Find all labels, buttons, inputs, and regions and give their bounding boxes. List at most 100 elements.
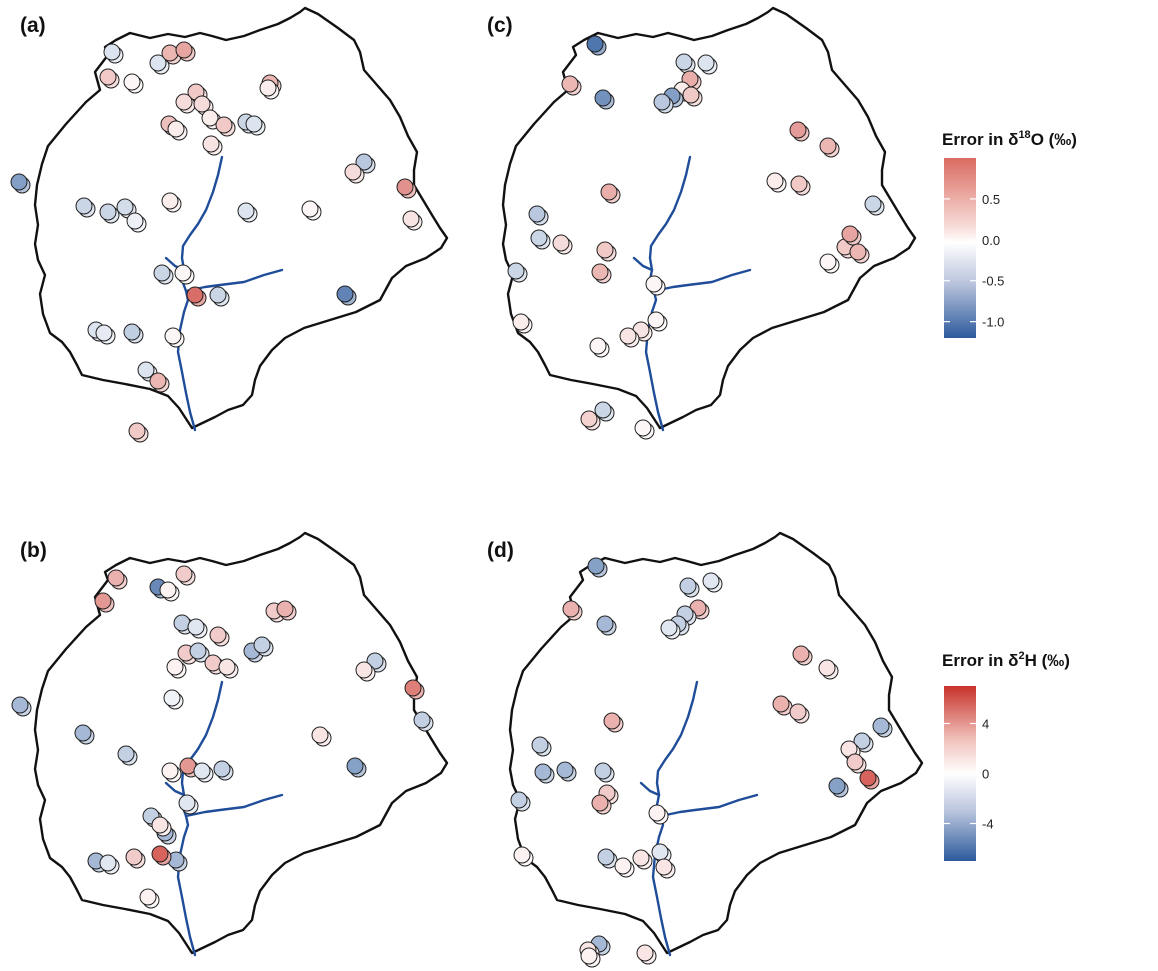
station-point [790, 175, 808, 193]
station-point [10, 173, 28, 191]
station-point [653, 93, 671, 111]
station-point [853, 732, 871, 750]
station-point [561, 75, 579, 93]
station-point [507, 262, 525, 280]
legend-tick-label: 0.0 [982, 233, 1000, 248]
station-points-panel-c [507, 35, 885, 440]
station-point [404, 679, 422, 697]
station-point [682, 86, 700, 104]
station-point [864, 195, 882, 213]
station-point [107, 569, 125, 587]
station-point [189, 642, 207, 660]
station-point [336, 285, 354, 303]
station-point [589, 337, 607, 355]
station-point [366, 652, 384, 670]
station-point [647, 311, 665, 329]
station-point [396, 178, 414, 196]
station-point [679, 577, 697, 595]
station-points-panel-b [11, 565, 434, 909]
station-point [603, 712, 621, 730]
station-point [702, 572, 720, 590]
station-point [580, 947, 598, 965]
station-point [166, 658, 184, 676]
station-point [151, 845, 169, 863]
station-point [128, 422, 146, 440]
station-point [849, 243, 867, 261]
station-point [614, 857, 632, 875]
station-point [161, 44, 179, 62]
station-point [346, 757, 364, 775]
station-point [187, 618, 205, 636]
station-point [301, 200, 319, 218]
station-point [123, 73, 141, 91]
legend-tick-label: -0.5 [982, 274, 1004, 289]
station-point [828, 777, 846, 795]
catchment-boundary [33, 6, 449, 430]
station-point [149, 54, 167, 72]
station-point [819, 253, 837, 271]
station-point [789, 703, 807, 721]
station-point [161, 192, 179, 210]
station-point [591, 794, 609, 812]
station-point [872, 717, 890, 735]
station-point [126, 212, 144, 230]
legend-tick-label: -1.0 [982, 315, 1004, 330]
station-point [846, 753, 864, 771]
station-point [562, 600, 580, 618]
station-point [164, 327, 182, 345]
panel-label-b: (b) [20, 539, 47, 562]
station-point [215, 116, 233, 134]
station-point [74, 724, 92, 742]
station-point [193, 762, 211, 780]
station-point [513, 846, 531, 864]
station-point [116, 198, 134, 216]
station-point [209, 286, 227, 304]
station-point [534, 763, 552, 781]
station-point [655, 858, 673, 876]
station-point [859, 769, 877, 787]
station-point [237, 202, 255, 220]
station-point [99, 854, 117, 872]
station-point [594, 762, 612, 780]
station-point [117, 745, 135, 763]
station-point [636, 944, 654, 962]
station-point [355, 661, 373, 679]
legend-h2: Error in δ2H (‰) 4 0 -4 [942, 650, 1070, 861]
station-point [204, 654, 222, 672]
station-point [253, 636, 271, 654]
panel-label-a: (a) [20, 14, 46, 37]
station-point [596, 615, 614, 633]
station-point [125, 848, 143, 866]
station-point [413, 711, 431, 729]
station-point [259, 79, 277, 97]
station-point [648, 804, 666, 822]
station-point [174, 264, 192, 282]
station-point [355, 153, 373, 171]
legend-o18-colorbar [944, 158, 976, 338]
station-point [123, 323, 141, 341]
station-point [175, 93, 193, 111]
station-point [99, 68, 117, 86]
panel-label-d: (d) [487, 539, 514, 562]
station-point [580, 410, 598, 428]
station-point [202, 135, 220, 153]
station-point [103, 43, 121, 61]
legend-o18-title: Error in δ18O (‰) [942, 129, 1077, 149]
station-point [344, 163, 362, 181]
legend-o18-ticks: 0.5 0.0 -0.5 -1.0 [944, 192, 1004, 330]
station-point [600, 183, 618, 201]
station-point [528, 205, 546, 223]
station-point [167, 120, 185, 138]
station-point [95, 324, 113, 342]
station-point [311, 726, 329, 744]
station-point [209, 626, 227, 644]
station-point [149, 372, 167, 390]
station-point [675, 53, 693, 71]
station-point [151, 816, 169, 834]
stream-network [164, 680, 284, 957]
station-point [218, 658, 236, 676]
station-point [201, 109, 219, 127]
station-point [11, 696, 29, 714]
station-point [94, 592, 112, 610]
